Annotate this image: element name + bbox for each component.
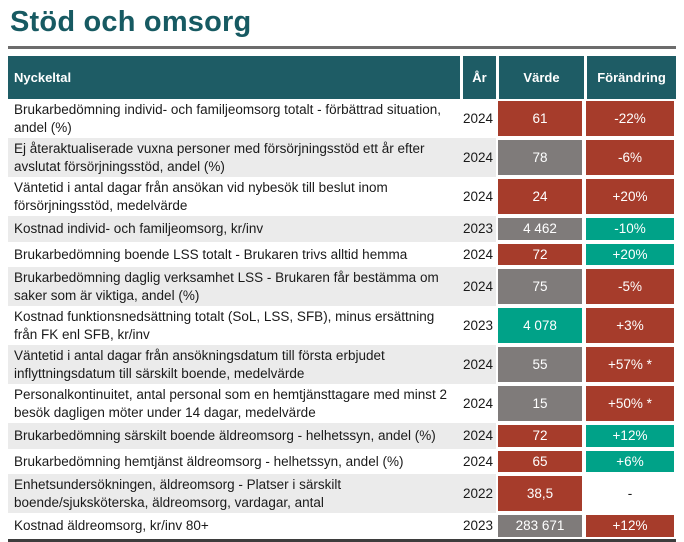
year-cell: 2024 <box>460 345 496 384</box>
metric-label-cell: Enhetsundersökningen, äldreomsorg - Plat… <box>8 474 460 513</box>
year-cell: 2024 <box>462 246 494 262</box>
metric-label-cell: Brukarbedömning daglig verksamhet LSS - … <box>8 267 460 306</box>
year-cell: 2023 <box>460 216 496 242</box>
metric-label-cell: Väntetid i antal dagar från ansökningsda… <box>8 345 460 384</box>
change-cell: -10% <box>584 216 676 242</box>
col-header-nyckeltal: Nyckeltal <box>8 56 460 99</box>
value-cell: 72 <box>496 423 584 449</box>
kpi-table-header: Nyckeltal År Värde Förändring <box>8 56 676 99</box>
value-cell: 65 <box>496 448 584 474</box>
col-header-ar: År <box>460 56 496 99</box>
table-row: Kostnad funktionsnedsättning totalt (SoL… <box>8 306 676 345</box>
col-header-forandring: Förändring <box>584 56 676 99</box>
table-row: Ej återaktualiserade vuxna personer med … <box>8 138 676 177</box>
change-cell: +12% <box>584 513 676 539</box>
value-cell: 283 671 <box>496 513 584 539</box>
change-cell: -22% <box>584 99 676 138</box>
year-cell: 2023 <box>462 518 494 533</box>
year-cell: 2024 <box>460 423 496 449</box>
value-cell: 4 078 <box>496 306 584 345</box>
table-row: Personalkontinuitet, antal personal som … <box>8 384 676 423</box>
year-cell: 2024 <box>462 453 494 469</box>
table-row: Brukarbedömning boende LSS totalt - Bruk… <box>8 241 676 267</box>
change-cell: -5% <box>584 267 676 306</box>
metric-label-cell: Ej återaktualiserade vuxna personer med … <box>8 138 460 177</box>
col-header-varde: Värde <box>496 56 584 99</box>
table-row: Kostnad äldreomsorg, kr/inv 80+ 2023 283 6… <box>8 513 676 539</box>
metric-label-cell: Brukarbedömning hemtjänst äldreomsorg - … <box>14 453 404 469</box>
metric-label-cell: Brukarbedömning boende LSS totalt - Bruk… <box>14 246 408 262</box>
value-cell: 15 <box>496 384 584 423</box>
value-cell: 55 <box>496 345 584 384</box>
metric-label-cell: Kostnad äldreomsorg, kr/inv 80+ <box>14 518 209 533</box>
year-cell: 2024 <box>460 138 496 177</box>
year-cell: 2023 <box>462 317 494 333</box>
metric-label-cell: Personalkontinuitet, antal personal som … <box>14 387 447 420</box>
title-divider <box>8 46 676 49</box>
change-cell: - <box>584 474 676 513</box>
table-row: Enhetsundersökningen, äldreomsorg - Plat… <box>8 474 676 513</box>
year-cell: 2024 <box>460 267 496 306</box>
value-cell: 4 462 <box>496 216 584 242</box>
page-title: Stöd och omsorg <box>10 6 252 38</box>
change-cell: +3% <box>584 306 676 345</box>
table-row: Väntetid i antal dagar från ansökningsda… <box>8 345 676 384</box>
change-cell: +20% <box>584 177 676 216</box>
value-cell: 24 <box>496 177 584 216</box>
year-cell: 2024 <box>462 395 494 411</box>
year-cell: 2022 <box>460 474 496 513</box>
metric-label-cell: Brukarbedömning individ- och familjeomso… <box>14 102 441 135</box>
table-row: Brukarbedömning särskilt boende äldreoms… <box>8 423 676 449</box>
metric-label-cell: Kostnad individ- och familjeomsorg, kr/i… <box>8 216 460 242</box>
change-cell: +57% * <box>584 345 676 384</box>
metric-label-cell: Väntetid i antal dagar från ansökan vid … <box>14 180 388 213</box>
metric-label-cell: Brukarbedömning särskilt boende äldreoms… <box>8 423 460 449</box>
header-row: Nyckeltal År Värde Förändring <box>8 56 676 99</box>
table-row: Brukarbedömning individ- och familjeomso… <box>8 99 676 138</box>
change-cell: +50% * <box>584 384 676 423</box>
table-row: Brukarbedömning daglig verksamhet LSS - … <box>8 267 676 306</box>
table-row: Brukarbedömning hemtjänst äldreomsorg - … <box>8 448 676 474</box>
value-cell: 61 <box>496 99 584 138</box>
value-cell: 75 <box>496 267 584 306</box>
value-cell: 72 <box>496 241 584 267</box>
table-row: Kostnad individ- och familjeomsorg, kr/i… <box>8 216 676 242</box>
value-cell: 78 <box>496 138 584 177</box>
change-cell: +12% <box>584 423 676 449</box>
year-cell: 2024 <box>462 188 494 204</box>
year-cell: 2024 <box>462 110 494 126</box>
value-cell: 38,5 <box>496 474 584 513</box>
kpi-table: Nyckeltal År Värde Förändring Brukarbedö… <box>8 56 676 542</box>
metric-label-cell: Kostnad funktionsnedsättning totalt (SoL… <box>14 309 435 342</box>
kpi-table-body: Brukarbedömning individ- och familjeomso… <box>8 99 676 539</box>
change-cell: +20% <box>584 241 676 267</box>
change-cell: -6% <box>584 138 676 177</box>
change-cell: +6% <box>584 448 676 474</box>
table-row: Väntetid i antal dagar från ansökan vid … <box>8 177 676 216</box>
